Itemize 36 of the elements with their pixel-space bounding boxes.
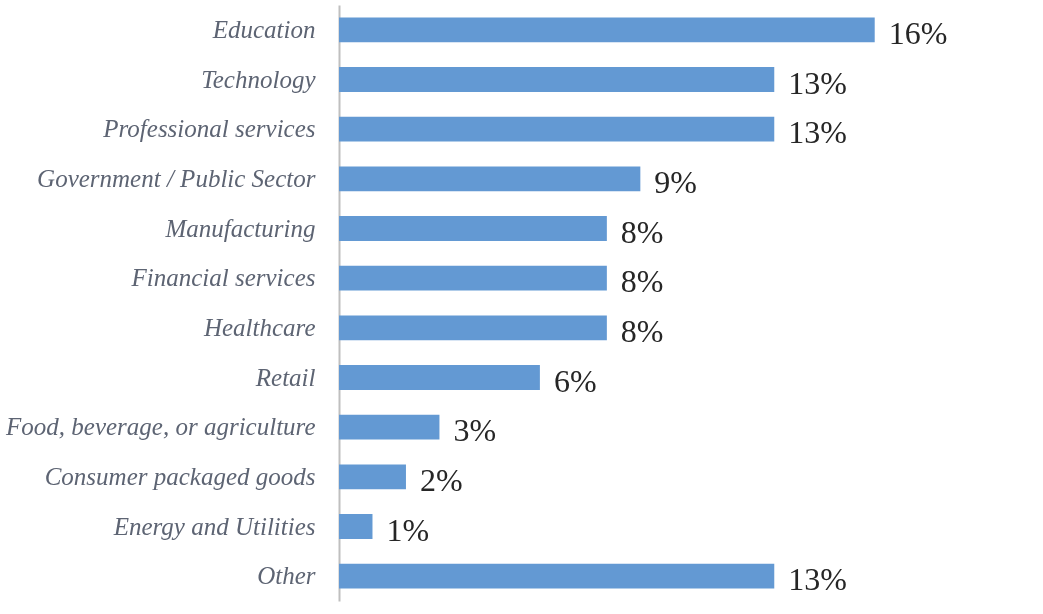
y-tick-label: Professional services <box>102 115 316 143</box>
data-label: 2% <box>419 461 463 498</box>
data-label: 8% <box>620 312 664 349</box>
bar <box>339 265 607 291</box>
bar <box>339 514 373 539</box>
bar <box>339 17 875 43</box>
bar <box>339 216 607 241</box>
y-tick-label: Food, beverage, or agriculture <box>5 413 316 441</box>
y-tick-label: Financial services <box>130 264 316 292</box>
data-label: 8% <box>620 263 664 300</box>
y-tick-label: Manufacturing <box>164 214 316 242</box>
bar <box>339 414 440 440</box>
bar <box>339 67 775 92</box>
data-label: 13% <box>788 64 847 101</box>
data-label: 6% <box>553 362 597 399</box>
bar <box>339 166 641 192</box>
bar <box>339 365 540 390</box>
y-tick-label: Technology <box>201 65 317 93</box>
y-tick-label: Retail <box>254 363 316 391</box>
y-tick-label: Healthcare <box>202 313 316 341</box>
y-tick-label: Education <box>211 15 316 43</box>
y-tick-label: Energy and Utilities <box>112 512 316 540</box>
y-tick-label: Government / Public Sector <box>37 164 316 192</box>
data-label: 16% <box>888 14 948 51</box>
bar <box>339 315 607 341</box>
data-label: 8% <box>620 213 664 250</box>
bar <box>339 563 775 589</box>
bar <box>339 464 406 490</box>
data-label: 13% <box>788 561 847 598</box>
data-label: 1% <box>386 511 430 548</box>
y-tick-label: Consumer packaged goods <box>44 462 316 490</box>
y-tick-label: Other <box>257 562 316 590</box>
data-label: 9% <box>654 163 697 200</box>
data-label: 3% <box>453 412 497 449</box>
data-label: 13% <box>788 114 847 151</box>
bar <box>339 116 775 142</box>
